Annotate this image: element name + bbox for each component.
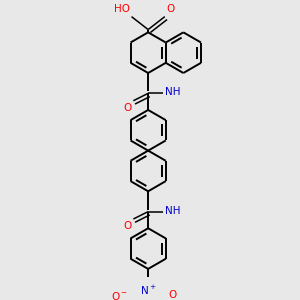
Text: O: O [167,4,175,14]
Text: O: O [123,221,131,231]
Text: NH: NH [165,87,180,98]
Text: NH: NH [165,206,180,216]
Text: O: O [169,290,177,300]
Text: O: O [123,103,131,112]
Text: N$^+$: N$^+$ [140,284,157,297]
Text: O$^-$: O$^-$ [111,290,128,300]
Text: HO: HO [114,4,130,14]
